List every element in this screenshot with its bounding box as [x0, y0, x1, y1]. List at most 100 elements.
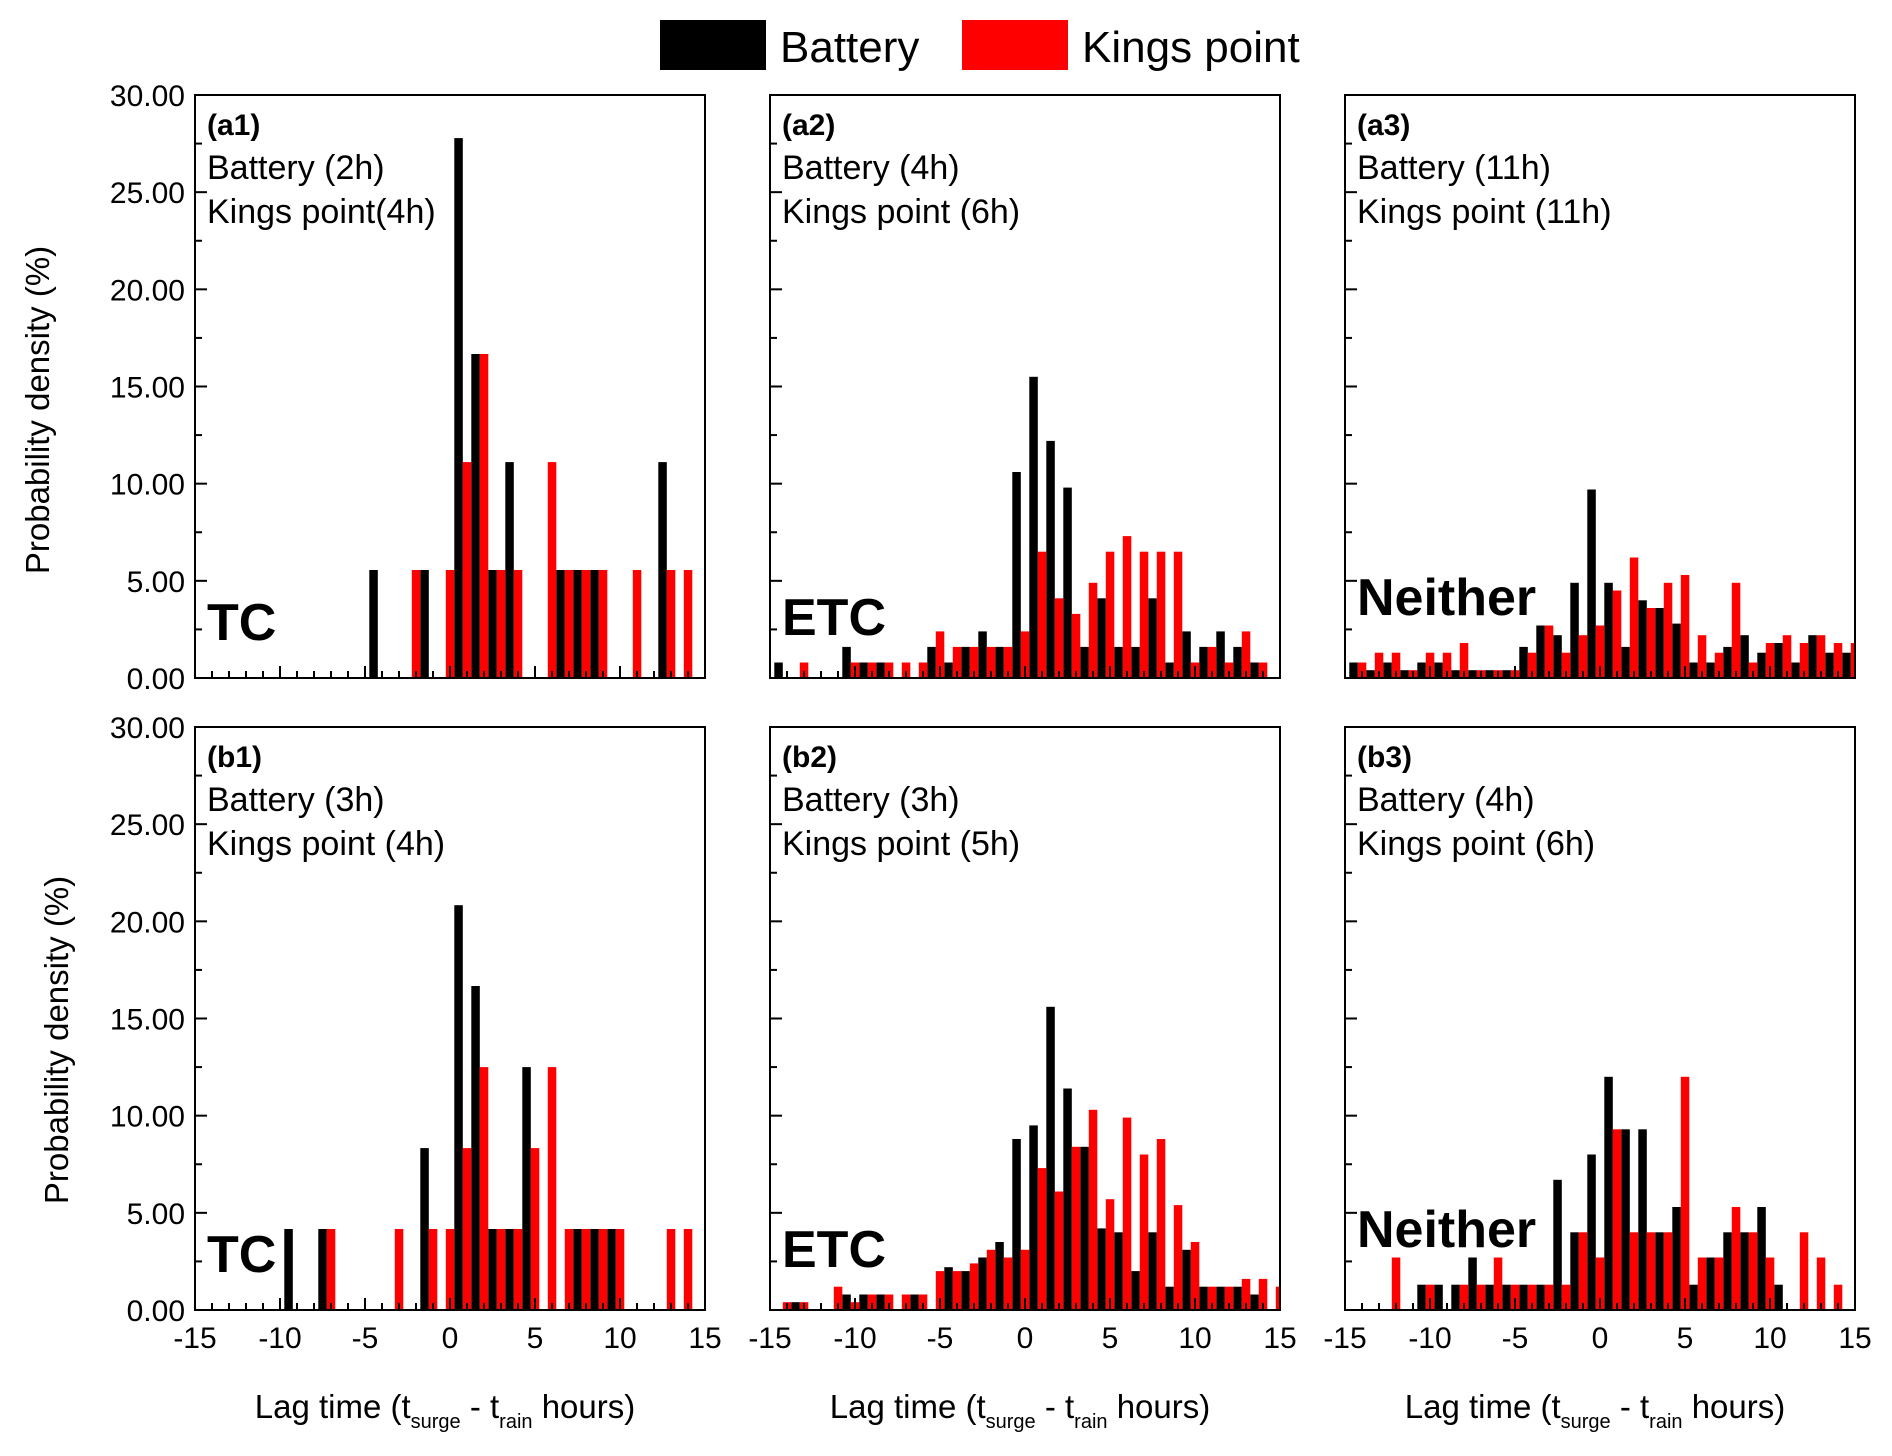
x-tick-label: 0	[442, 1322, 459, 1355]
bar-battery	[658, 462, 667, 678]
x-tick-label: -10	[833, 1322, 876, 1355]
bar-kings-point	[599, 570, 608, 678]
bar-kings-point	[599, 1229, 608, 1310]
bar-kings-point	[1123, 1118, 1132, 1310]
legend-swatch-kings-point	[962, 20, 1068, 70]
panel-kings-point-lag-label: Kings point (4h)	[207, 825, 445, 863]
panel-storm-type-label: ETC	[782, 589, 886, 647]
y-tick-label: 10.00	[110, 1101, 185, 1134]
bar-kings-point	[1106, 1199, 1115, 1310]
bar-kings-point	[1494, 1258, 1503, 1311]
bar-battery	[1148, 598, 1157, 678]
bar-battery	[774, 663, 783, 679]
panel-battery-lag-label: Battery (4h)	[782, 149, 960, 187]
bar-battery	[1417, 663, 1426, 679]
bar-battery	[1587, 490, 1596, 679]
bar-battery	[1587, 1155, 1596, 1311]
bar-battery	[1012, 1139, 1021, 1310]
y-tick-label: 30.00	[110, 712, 185, 745]
panel-a1: 0.00 5.00 10.00 15.00 20.00 25.00 30.00 (a1) Bat…	[110, 80, 705, 696]
bar-battery	[556, 570, 565, 678]
y-tick-label: 20.00	[110, 274, 185, 307]
bar-kings-point	[429, 1229, 438, 1310]
bar-kings-point	[667, 570, 676, 678]
panel-a3: (a3) Battery (11h) Kings point (11h) Neithe…	[1345, 95, 1855, 678]
bar-battery	[1434, 1285, 1443, 1310]
bar-kings-point	[667, 1229, 676, 1310]
bar-battery	[1468, 670, 1477, 678]
panel-storm-type-label: ETC	[782, 1221, 886, 1279]
x-tick-label: 5	[1677, 1322, 1694, 1355]
y-tick-label: 30.00	[110, 80, 185, 113]
bar-battery	[1349, 663, 1358, 679]
bar-battery	[1250, 663, 1259, 679]
panel-id-label: (b2)	[782, 741, 837, 774]
legend-label-battery: Battery	[780, 23, 919, 72]
bar-battery	[1689, 663, 1698, 679]
y-tick-label: 0.00	[127, 1295, 185, 1328]
bar-kings-point	[514, 1229, 523, 1310]
bar-battery	[1502, 1285, 1511, 1310]
y-tick-label: 25.00	[110, 177, 185, 210]
bar-battery	[1199, 1287, 1208, 1310]
bar-battery	[1216, 631, 1225, 678]
bar-battery	[1519, 1285, 1528, 1310]
bar-battery	[1417, 1285, 1426, 1310]
bar-battery	[1063, 488, 1072, 678]
bar-battery	[1383, 663, 1392, 679]
x-axis-title-col2: Lag time (tsurge - train hours)	[830, 1388, 1211, 1433]
bar-battery	[1485, 1285, 1494, 1310]
bar-battery	[1165, 1287, 1174, 1310]
bar-kings-point	[1157, 1139, 1166, 1310]
bar-kings-point	[1123, 536, 1132, 678]
bar-kings-point	[1089, 1110, 1098, 1310]
bar-battery	[944, 663, 953, 679]
bar-kings-point	[1613, 591, 1622, 679]
bar-battery	[1165, 663, 1174, 679]
bar-battery	[842, 1295, 851, 1311]
bar-battery	[1080, 1147, 1089, 1310]
legend: Battery Kings point	[660, 20, 1300, 72]
bar-battery	[454, 905, 463, 1310]
bar-battery	[573, 570, 582, 678]
panel-kings-point-lag-label: Kings point (6h)	[1357, 825, 1595, 863]
bar-battery	[1604, 1077, 1613, 1310]
bar-kings-point	[616, 1229, 625, 1310]
panel-b1: -15 -10 -5 0 5 10 150.005.0010.0015.0020.0025.…	[110, 712, 722, 1355]
bar-kings-point	[987, 1250, 996, 1310]
bar-kings-point	[684, 570, 693, 678]
bar-battery	[1672, 1207, 1681, 1310]
bar-kings-point	[463, 462, 472, 678]
panel-a2: (a2)Battery (4h)Kings point (6h)ETC	[770, 95, 1280, 678]
bar-kings-point	[548, 1067, 557, 1310]
bar-kings-point	[1004, 1258, 1013, 1311]
bar-battery	[1451, 670, 1460, 678]
bar-battery	[1250, 1295, 1259, 1311]
y-tick-label: 20.00	[110, 906, 185, 939]
bar-kings-point	[463, 1148, 472, 1310]
panel-id-label: (b3)	[1357, 741, 1412, 774]
bar-battery	[1485, 670, 1494, 678]
bar-battery	[1012, 472, 1021, 678]
panel-storm-type-label: Neither	[1357, 569, 1536, 627]
y-tick-label: 25.00	[110, 809, 185, 842]
bar-battery	[859, 663, 868, 679]
bar-battery	[318, 1229, 327, 1310]
bar-battery	[1553, 1180, 1562, 1310]
x-tick-label: 10	[1178, 1322, 1211, 1355]
panel-kings-point-lag-label: Kings point (6h)	[782, 193, 1020, 231]
bar-kings-point	[1647, 608, 1656, 678]
bar-battery	[1199, 647, 1208, 678]
bar-battery	[488, 1229, 497, 1310]
panel-kings-point-lag-label: Kings point(4h)	[207, 193, 436, 231]
bar-battery	[1451, 1285, 1460, 1310]
bar-battery	[284, 1229, 293, 1310]
bar-kings-point	[1545, 626, 1554, 679]
bar-kings-point	[565, 1229, 574, 1310]
y-tick-label: 0.00	[127, 663, 185, 696]
bar-battery	[1434, 663, 1443, 679]
bar-kings-point	[480, 1067, 489, 1310]
bar-kings-point	[1732, 1207, 1741, 1310]
bar-battery	[1706, 663, 1715, 679]
y-tick-label: 15.00	[110, 372, 185, 405]
